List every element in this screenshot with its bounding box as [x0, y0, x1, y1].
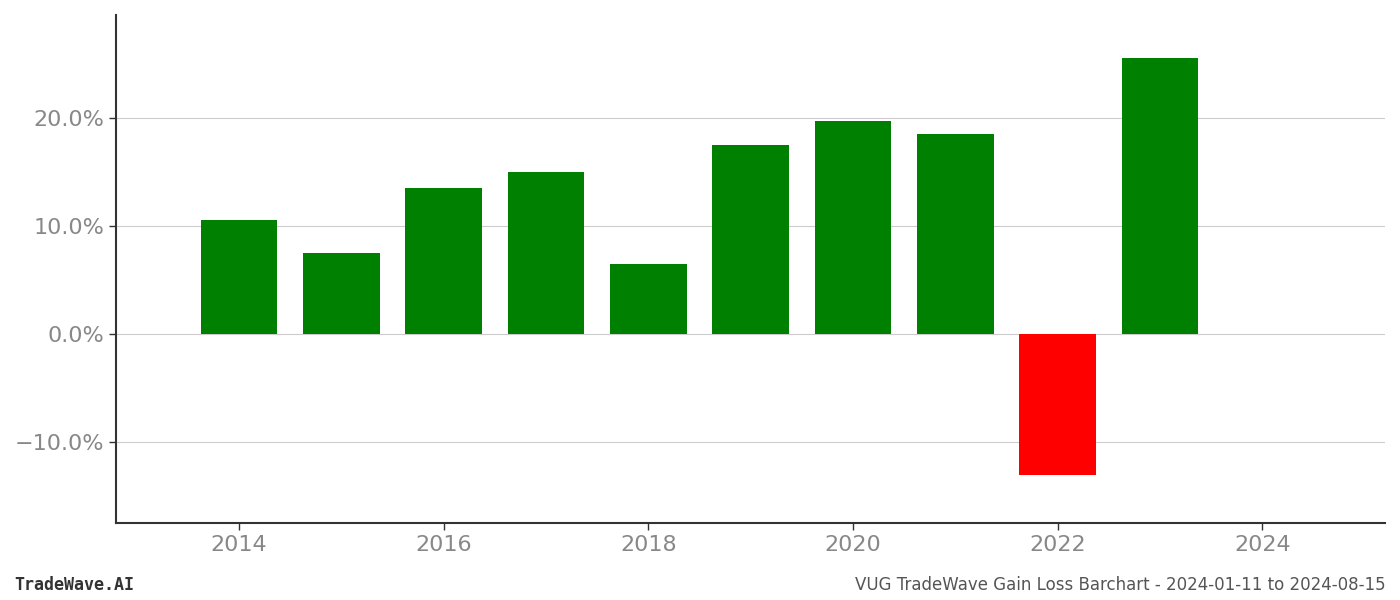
Bar	[508, 172, 584, 334]
Text: TradeWave.AI: TradeWave.AI	[14, 576, 134, 594]
Bar	[917, 134, 994, 334]
Bar	[200, 220, 277, 334]
Bar	[1019, 334, 1096, 475]
Bar	[406, 188, 482, 334]
Text: VUG TradeWave Gain Loss Barchart - 2024-01-11 to 2024-08-15: VUG TradeWave Gain Loss Barchart - 2024-…	[855, 576, 1386, 594]
Bar	[302, 253, 379, 334]
Bar	[1121, 58, 1198, 334]
Bar	[713, 145, 790, 334]
Bar	[815, 121, 892, 334]
Bar	[610, 263, 687, 334]
